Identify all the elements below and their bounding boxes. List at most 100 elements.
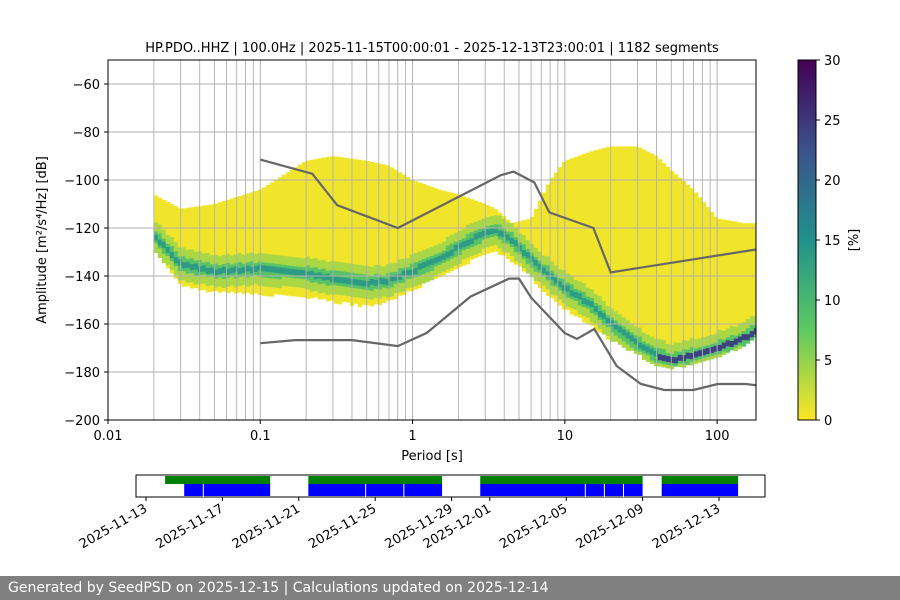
heatmap-cell: [373, 210, 379, 215]
heatmap-cell: [613, 197, 619, 201]
heatmap-cell: [377, 271, 383, 275]
heatmap-cell: [309, 246, 315, 251]
heatmap-cell: [541, 273, 547, 277]
heatmap-cell: [585, 317, 591, 321]
heatmap-cell: [433, 197, 439, 201]
heatmap-cell: [585, 287, 591, 291]
heatmap-cell: [577, 251, 583, 255]
heatmap-cell: [245, 196, 251, 200]
heatmap-cell: [285, 205, 291, 209]
heatmap-cell: [397, 217, 403, 221]
heatmap-cell: [409, 203, 415, 207]
heatmap-cell: [321, 292, 327, 296]
heatmap-cell: [633, 269, 639, 273]
heatmap-cell: [425, 197, 431, 201]
heatmap-cell: [645, 223, 651, 227]
heatmap-cell: [473, 242, 479, 246]
heatmap-cell: [449, 204, 455, 209]
heatmap-cell: [225, 232, 231, 237]
heatmap-cell: [365, 224, 371, 228]
heatmap-cell: [353, 189, 359, 193]
heatmap-cell: [553, 244, 559, 248]
heatmap-cell: [237, 199, 243, 203]
heatmap-cell: [265, 256, 271, 261]
heatmap-cell: [569, 263, 575, 267]
heatmap-cell: [601, 325, 607, 329]
heatmap-cell: [253, 203, 259, 207]
heatmap-cell: [261, 199, 267, 203]
heatmap-cell: [417, 188, 423, 192]
heatmap-cell: [645, 220, 651, 224]
heatmap-cell: [313, 237, 319, 241]
heatmap-cell: [589, 172, 595, 176]
heatmap-cell: [457, 221, 463, 226]
heatmap-cell: [653, 209, 659, 214]
heatmap-cell: [177, 223, 183, 227]
heatmap-cell: [581, 280, 587, 284]
heatmap-cell: [537, 260, 543, 265]
heatmap-cell: [409, 215, 415, 219]
heatmap-cell: [465, 212, 471, 217]
heatmap-cell: [529, 234, 535, 239]
heatmap-cell: [357, 192, 363, 197]
heatmap-cell: [333, 180, 339, 184]
heatmap-cell: [305, 220, 311, 224]
heatmap-cell: [153, 234, 159, 238]
heatmap-cell: [625, 149, 631, 153]
heatmap-cell: [241, 275, 247, 280]
heatmap-cell: [449, 267, 455, 272]
heatmap-cell: [457, 212, 463, 217]
heatmap-cell: [569, 266, 575, 270]
heatmap-cell: [569, 254, 575, 258]
heatmap-cell: [581, 316, 587, 320]
heatmap-cell: [373, 180, 379, 185]
heatmap-cell: [661, 193, 667, 197]
heatmap-cell: [597, 320, 603, 324]
heatmap-cell: [365, 203, 371, 207]
heatmap-cell: [305, 181, 311, 185]
heatmap-cell: [633, 317, 639, 321]
heatmap-cell: [277, 255, 283, 259]
heatmap-cell: [561, 240, 567, 244]
heatmap-cell: [333, 222, 339, 226]
heatmap-cell: [321, 223, 327, 227]
heatmap-cell: [353, 174, 359, 178]
heatmap-cell: [317, 293, 323, 297]
heatmap-cell: [249, 270, 255, 274]
heatmap-cell: [269, 269, 275, 273]
heatmap-cell: [581, 217, 587, 221]
heatmap-cell: [557, 266, 563, 270]
heatmap-cell: [293, 281, 299, 285]
heatmap-cell: [545, 256, 551, 260]
heatmap-cell: [413, 247, 419, 251]
heatmap-cell: [425, 188, 431, 192]
heatmap-cell: [601, 319, 607, 323]
heatmap-cell: [265, 289, 271, 294]
heatmap-cell: [337, 181, 343, 185]
heatmap-cell: [265, 199, 271, 204]
heatmap-cell: [445, 209, 451, 214]
heatmap-cell: [589, 265, 595, 269]
heatmap-cell: [629, 179, 635, 183]
heatmap-cell: [617, 191, 623, 195]
heatmap-cell: [561, 243, 567, 247]
heatmap-cell: [609, 209, 615, 213]
heatmap-cell: [481, 206, 487, 210]
heatmap-cell: [161, 205, 167, 210]
heatmap-cell: [233, 290, 239, 294]
heatmap-cell: [241, 233, 247, 238]
heatmap-cell: [649, 180, 655, 184]
heatmap-cell: [173, 245, 179, 249]
heatmap-cell: [593, 291, 599, 295]
heatmap-cell: [653, 269, 659, 274]
heatmap-cell: [601, 301, 607, 305]
heatmap-cell: [213, 266, 219, 270]
heatmap-cell: [297, 272, 303, 277]
heatmap-cell: [341, 202, 347, 206]
heatmap-cell: [325, 201, 331, 206]
heatmap-cell: [593, 285, 599, 289]
heatmap-cell: [449, 207, 455, 212]
heatmap-cell: [581, 157, 587, 161]
heatmap-cell: [369, 281, 375, 286]
heatmap-cell: [485, 229, 491, 233]
